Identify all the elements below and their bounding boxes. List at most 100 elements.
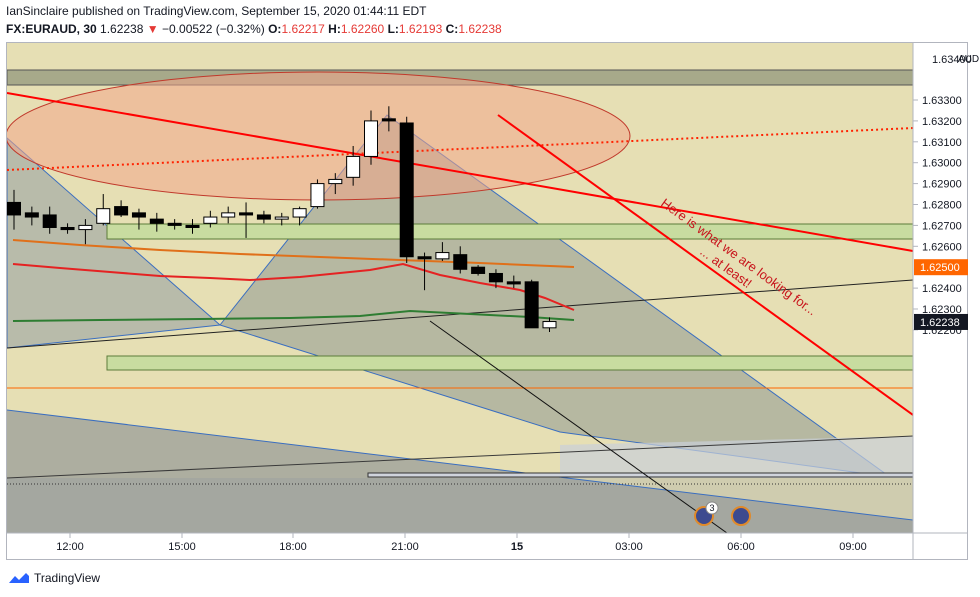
candle[interactable] — [364, 110, 378, 165]
tradingview-logo-icon — [9, 573, 29, 583]
red-downtrend-line[interactable] — [7, 92, 913, 252]
y-tick-label: 1.62600 — [922, 241, 962, 253]
low-label: L: — [387, 22, 399, 36]
candle[interactable] — [42, 206, 57, 234]
x-tick-label: 18:00 — [279, 541, 307, 553]
open-value: 1.62217 — [281, 22, 325, 36]
candle[interactable] — [167, 219, 182, 230]
candle-body-up — [328, 178, 343, 185]
symbol-info: FX:EURAUD, 30 1.62238 ▼ −0.00522 (−0.32%… — [6, 22, 502, 36]
footer-branding[interactable]: TradingView — [8, 571, 100, 585]
candle[interactable] — [60, 223, 75, 234]
candle-body-up — [203, 216, 218, 224]
candle[interactable] — [506, 275, 521, 289]
lower-channel-fill — [7, 410, 913, 533]
candle[interactable] — [524, 279, 539, 329]
candle-body-up — [346, 155, 361, 178]
high-value: 1.62260 — [340, 22, 385, 36]
green-moving-average — [12, 309, 575, 322]
candle-body-down — [60, 226, 75, 231]
symbol-name[interactable]: FX:EURAUD, 30 — [6, 22, 97, 36]
candle-body-up — [435, 252, 450, 260]
chart-frame — [6, 42, 968, 560]
candle[interactable] — [149, 212, 164, 232]
candle[interactable] — [310, 179, 325, 209]
candle[interactable] — [453, 246, 468, 274]
candle[interactable] — [131, 208, 146, 230]
candle[interactable] — [417, 252, 432, 291]
open-label: O: — [268, 22, 282, 36]
supply-zone[interactable] — [106, 223, 913, 240]
publish-info: IanSinclaire published on TradingView.co… — [6, 4, 427, 18]
candle-body-down — [506, 281, 521, 285]
red-projection-line[interactable] — [497, 114, 913, 416]
candle[interactable] — [328, 173, 343, 195]
x-tick-label: 09:00 — [839, 541, 867, 553]
candle[interactable] — [239, 202, 254, 238]
x-tick-label: 15:00 — [168, 541, 196, 553]
candle-body-down — [42, 214, 57, 228]
red-moving-average — [12, 262, 575, 311]
candle[interactable] — [292, 206, 307, 226]
x-axis[interactable]: 12:00 15:00 18:00 21:00 15 03:00 06:00 09:00 — [56, 533, 867, 553]
candle[interactable] — [542, 317, 557, 332]
candle-body-down — [167, 222, 182, 226]
lower-trendline[interactable] — [7, 409, 913, 521]
dotted-resistance-line[interactable] — [7, 127, 913, 171]
change-arrow-icon: ▼ — [146, 22, 159, 36]
candle[interactable] — [185, 219, 200, 234]
candle-body-down — [185, 224, 200, 228]
candle[interactable] — [7, 189, 21, 230]
price-label-text: 1.62238 — [920, 317, 960, 329]
candle-body-down — [256, 214, 271, 220]
y-axis-top-label: 1.63400 — [932, 54, 972, 66]
x-tick-label: 12:00 — [56, 541, 84, 553]
candle[interactable] — [78, 219, 93, 245]
y-tick-label: 1.62400 — [922, 283, 962, 295]
resistance-ellipse[interactable] — [6, 71, 631, 201]
target-box[interactable] — [367, 472, 913, 478]
candle[interactable] — [256, 210, 271, 224]
candle-body-down — [399, 122, 414, 258]
candle[interactable] — [24, 206, 39, 226]
last-price: 1.62238 — [100, 22, 144, 36]
y-tick-label: 1.63100 — [922, 137, 962, 149]
price-labels: 1.62500 1.62238 — [914, 259, 968, 330]
candle-body-down — [114, 206, 129, 216]
event-markers[interactable]: 3 — [694, 501, 751, 526]
candle-body-down — [7, 201, 21, 216]
candle-body-up — [96, 208, 111, 224]
candle[interactable] — [435, 242, 450, 261]
candle-body-down — [488, 272, 503, 283]
candle[interactable] — [346, 145, 361, 186]
candle-body-up — [292, 208, 307, 218]
y-tick-label: 1.62900 — [922, 179, 962, 191]
event-count-text: 3 — [709, 503, 714, 513]
low-value: 1.62193 — [398, 22, 443, 36]
candle[interactable] — [221, 206, 236, 224]
y-tick-label: 1.63300 — [922, 95, 962, 107]
demand-zone[interactable] — [106, 355, 913, 371]
descending-projection-line[interactable] — [429, 320, 728, 533]
ascending-trendline-lower[interactable] — [7, 435, 913, 479]
candle-body-down — [239, 212, 254, 216]
candle[interactable] — [274, 212, 289, 226]
candle[interactable] — [488, 269, 503, 289]
support-zone — [7, 478, 913, 533]
y-tick-label: 1.62300 — [922, 304, 962, 316]
y-tick-label: 1.63200 — [922, 116, 962, 128]
candle[interactable] — [399, 116, 414, 264]
candle[interactable] — [471, 265, 486, 276]
candle[interactable] — [381, 106, 396, 132]
projection-area — [560, 436, 913, 478]
price-label-background — [914, 313, 968, 330]
candle[interactable] — [203, 210, 218, 228]
candle[interactable] — [96, 194, 111, 226]
economic-event-icon[interactable] — [731, 506, 751, 526]
candle[interactable] — [114, 200, 129, 218]
y-tick-label: 1.62700 — [922, 220, 962, 232]
currency-label: AUD — [958, 54, 979, 65]
y-axis[interactable]: 1.63300 1.63200 1.63100 1.63000 1.62900 1.628… — [913, 95, 962, 337]
candle-body-down — [381, 118, 396, 122]
